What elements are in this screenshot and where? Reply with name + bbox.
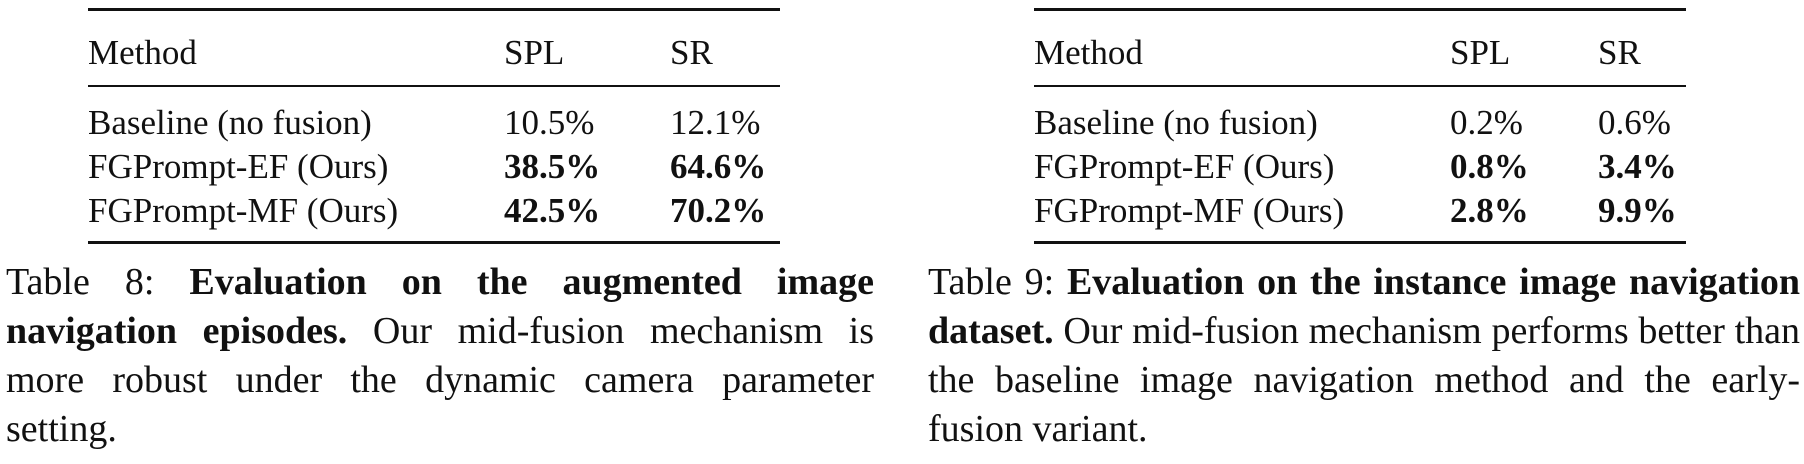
column-header-spl: SPL [504, 8, 670, 87]
table-row: FGPrompt-MF (Ours) 2.8% 9.9% [1034, 189, 1686, 244]
column-header-method: Method [88, 8, 504, 87]
method-cell: Baseline (no fusion) [88, 103, 372, 142]
spl-cell: 2.8% [1450, 189, 1598, 244]
results-table-9: Method SPL SR Baseline (no fusion) 0.2% … [1034, 8, 1686, 244]
caption-title: Evaluation on the instance image navigat… [928, 261, 1801, 352]
sr-cell: 9.9% [1598, 189, 1686, 244]
sr-cell: 0.6% [1598, 103, 1671, 142]
sr-cell: 64.6% [670, 147, 767, 186]
caption-title: Evaluation on the augmented image naviga… [6, 261, 874, 352]
spl-cell: 38.5% [504, 147, 601, 186]
sr-cell: 3.4% [1598, 147, 1677, 186]
method-cell: FGPrompt-EF (Ours) [1034, 147, 1335, 186]
table-row: Baseline (no fusion) 0.2% 0.6% [1034, 86, 1686, 145]
spl-cell: 42.5% [504, 189, 670, 244]
table-header-row: Method SPL SR [1034, 8, 1686, 87]
caption-label: Table 8: [6, 261, 155, 303]
table-caption: Table 8: Evaluation on the augmented ima… [6, 258, 874, 454]
caption-text: Our mid-fusion mechanism is more robust … [6, 310, 874, 450]
column-header-method: Method [1034, 8, 1450, 87]
table-row: FGPrompt-EF (Ours) 0.8% 3.4% [1034, 145, 1686, 189]
sr-cell: 70.2% [670, 189, 780, 244]
caption-label: Table 9: [928, 261, 1055, 303]
spl-cell: 10.5% [504, 103, 595, 142]
results-table-8: Method SPL SR Baseline (no fusion) 10.5%… [88, 8, 780, 244]
method-cell: FGPrompt-EF (Ours) [88, 147, 389, 186]
column-header-spl: SPL [1450, 8, 1598, 87]
column-header-sr: SR [1598, 8, 1686, 87]
table-caption: Table 9: Evaluation on the instance imag… [928, 258, 1800, 454]
sr-cell: 12.1% [670, 103, 761, 142]
caption-text: Our mid-fusion mechanism performs better… [928, 310, 1801, 450]
column-header-sr: SR [670, 8, 780, 87]
method-cell: FGPrompt-MF (Ours) [88, 189, 504, 244]
table-header-row: Method SPL SR [88, 8, 780, 87]
spl-cell: 0.2% [1450, 103, 1523, 142]
table-row: FGPrompt-EF (Ours) 38.5% 64.6% [88, 145, 780, 189]
spl-cell: 0.8% [1450, 147, 1529, 186]
table-row: Baseline (no fusion) 10.5% 12.1% [88, 86, 780, 145]
method-cell: Baseline (no fusion) [1034, 103, 1318, 142]
table-row: FGPrompt-MF (Ours) 42.5% 70.2% [88, 189, 780, 244]
method-cell: FGPrompt-MF (Ours) [1034, 189, 1450, 244]
